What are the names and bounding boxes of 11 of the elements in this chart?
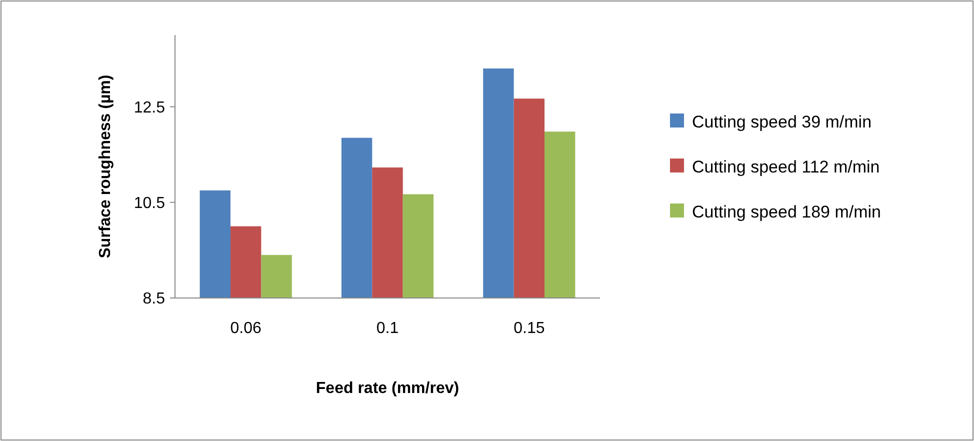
- legend-label: Cutting speed 39 m/min: [692, 112, 872, 132]
- legend-label: Cutting speed 112 m/min: [692, 157, 880, 176]
- y-tick-label: 12.5: [134, 99, 166, 116]
- y-axis-title: Surface roughness (µm): [97, 74, 114, 258]
- y-tick-label: 10.5: [134, 194, 166, 212]
- y-tick-label: 8.5: [142, 290, 166, 308]
- x-tick-label: 0.06: [230, 320, 262, 337]
- x-tick-label: 0.15: [514, 320, 545, 337]
- legend-label: Cutting speed 189 m/min: [692, 202, 881, 222]
- x-tick-label: 0.1: [376, 320, 399, 337]
- x-axis-title: Feed rate (mm/rev): [316, 380, 460, 397]
